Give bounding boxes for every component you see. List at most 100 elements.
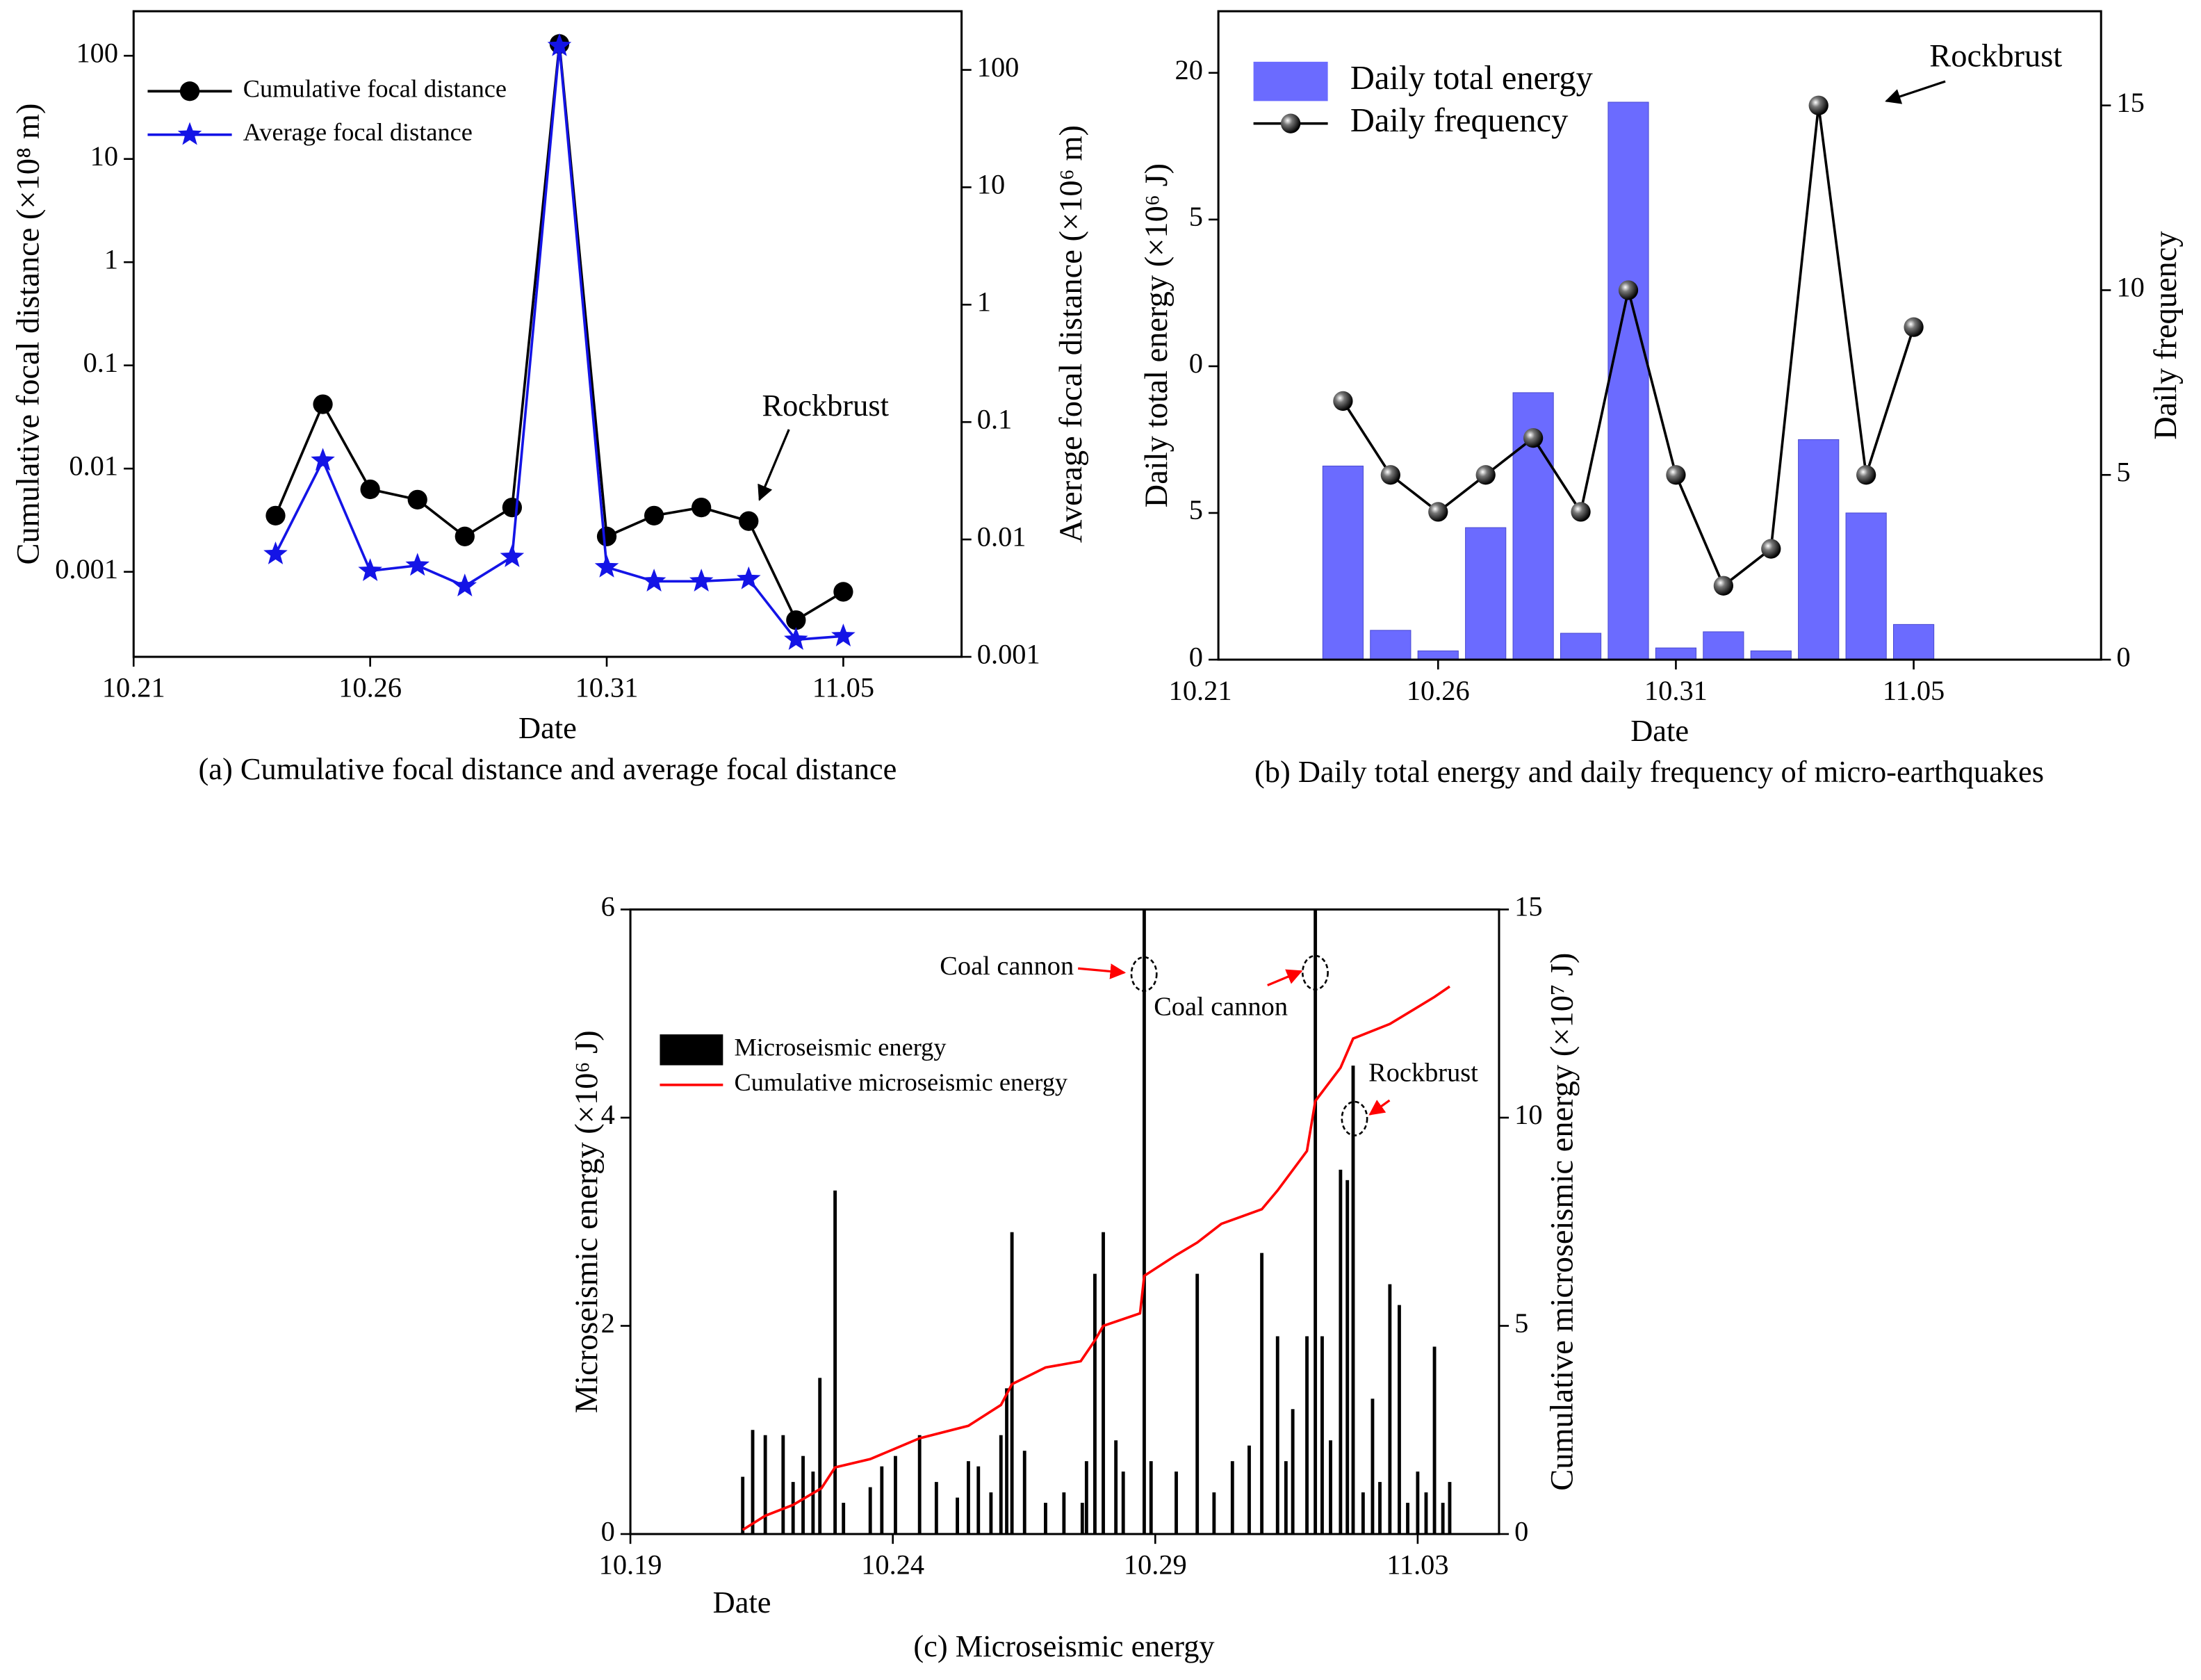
bar [1284, 1461, 1288, 1535]
bar [1149, 1461, 1153, 1535]
point [784, 627, 808, 651]
point [1713, 576, 1733, 596]
point [594, 554, 619, 578]
bar [1703, 631, 1744, 660]
y-tick-label: 100 [977, 51, 1020, 83]
y-tick-label: 5 [2116, 457, 2130, 488]
point [739, 511, 759, 531]
plot-frame [132, 10, 963, 658]
y-tick-label: 0 [1189, 348, 1203, 379]
bar [1080, 1503, 1084, 1535]
annotation: Coal cannon [940, 952, 1074, 981]
legend-label: Cumulative microseismic energy [734, 1068, 1067, 1096]
y-tick-label: 5 [1189, 494, 1203, 525]
y-tick-label: 0.001 [55, 553, 118, 585]
point [263, 541, 288, 564]
y-tick-label: 4 [601, 1099, 615, 1130]
annotation: Rockbrust [762, 388, 889, 423]
point [1428, 502, 1448, 522]
y-tick-label: 0 [601, 1515, 615, 1547]
bar [1329, 1440, 1332, 1535]
y-tick-label: 10 [977, 169, 1005, 200]
bar [1114, 1440, 1118, 1535]
point [311, 448, 335, 471]
annotation: Rockbrust [1368, 1059, 1478, 1088]
bar [1560, 633, 1602, 660]
y-tick-label: 10 [2116, 272, 2144, 303]
series [1333, 95, 1924, 596]
legend-label: Cumulative focal distance [243, 75, 507, 103]
bar [1798, 439, 1840, 660]
bar [1378, 1482, 1382, 1535]
bar [1322, 465, 1364, 660]
highlight-circle [1130, 956, 1158, 992]
bar [818, 1378, 822, 1535]
point [644, 505, 664, 525]
arrow [1078, 963, 1127, 979]
legend-label: Daily frequency [1350, 102, 1569, 139]
point [596, 526, 617, 546]
bar [1345, 1180, 1350, 1535]
point [177, 122, 202, 145]
bar [999, 1435, 1003, 1535]
y-tick-label: 6 [601, 891, 615, 922]
bar [976, 1466, 981, 1535]
y-tick-label: 100 [76, 37, 118, 68]
bar [1260, 1253, 1264, 1535]
legend-swatch [1253, 61, 1328, 101]
x-tick-label: 10.31 [575, 672, 639, 703]
point [786, 610, 806, 630]
y-tick-label: 0.01 [977, 521, 1026, 552]
bar [1320, 1336, 1324, 1535]
point [1618, 280, 1639, 300]
bar [956, 1497, 959, 1535]
bar [894, 1455, 897, 1535]
point [313, 394, 333, 414]
point [736, 566, 761, 589]
point [641, 569, 666, 592]
series [742, 985, 1450, 1531]
bar [1195, 1273, 1200, 1535]
x-tick-label: 11.05 [812, 672, 874, 703]
highlight-circle [1301, 954, 1329, 990]
y2-axis-label: Average focal distance (×10⁶ m) [1054, 125, 1089, 543]
bar [1370, 1398, 1375, 1535]
bar [917, 1435, 922, 1535]
bar [801, 1455, 805, 1535]
x-tick-label: 10.31 [1644, 675, 1708, 706]
bar [989, 1492, 993, 1535]
point [1666, 465, 1686, 485]
bar [1044, 1503, 1047, 1535]
annotation: Coal cannon [1154, 993, 1288, 1022]
highlight-circle [1341, 1100, 1368, 1136]
bar [1845, 512, 1887, 660]
bar [1432, 1346, 1437, 1535]
point [1380, 465, 1400, 485]
bar [1416, 1471, 1420, 1535]
plot-frame [1217, 10, 2102, 661]
bar [1339, 1169, 1343, 1535]
bar [1102, 1232, 1105, 1535]
y-axis-label: Microseismic energy (×10⁶ J) [569, 1030, 605, 1413]
y-tick-label: 0 [1514, 1515, 1528, 1547]
bar [1084, 1461, 1088, 1535]
arrow [1885, 80, 1946, 104]
x-tick-label: 10.19 [599, 1549, 662, 1581]
y-tick-label: 15 [1514, 891, 1542, 922]
y-tick-label: 0.001 [977, 638, 1040, 669]
point [833, 582, 853, 602]
chart: 10.21 10.26 10.31 11.05 0.001 0.01 0.1 1 10 100 0.… [11, 10, 1089, 786]
point [692, 497, 712, 518]
point [1475, 465, 1496, 485]
chart: 10.19 10.24 10.29 11.03 0 2 4 6 0 5 10 15 Microseism… [569, 891, 1580, 1663]
y-axis-label: Cumulative focal distance (×10⁸ m) [11, 104, 47, 565]
bar [880, 1466, 884, 1535]
point [407, 489, 427, 509]
y-tick-label: 0.1 [977, 403, 1012, 434]
x-tick-label: 10.24 [861, 1549, 924, 1581]
y-tick-label: 0.1 [83, 347, 118, 378]
annotation: Rockbrust [1929, 38, 2062, 74]
x-tick-label: 10.21 [102, 672, 165, 703]
plot-frame [629, 908, 1500, 1535]
